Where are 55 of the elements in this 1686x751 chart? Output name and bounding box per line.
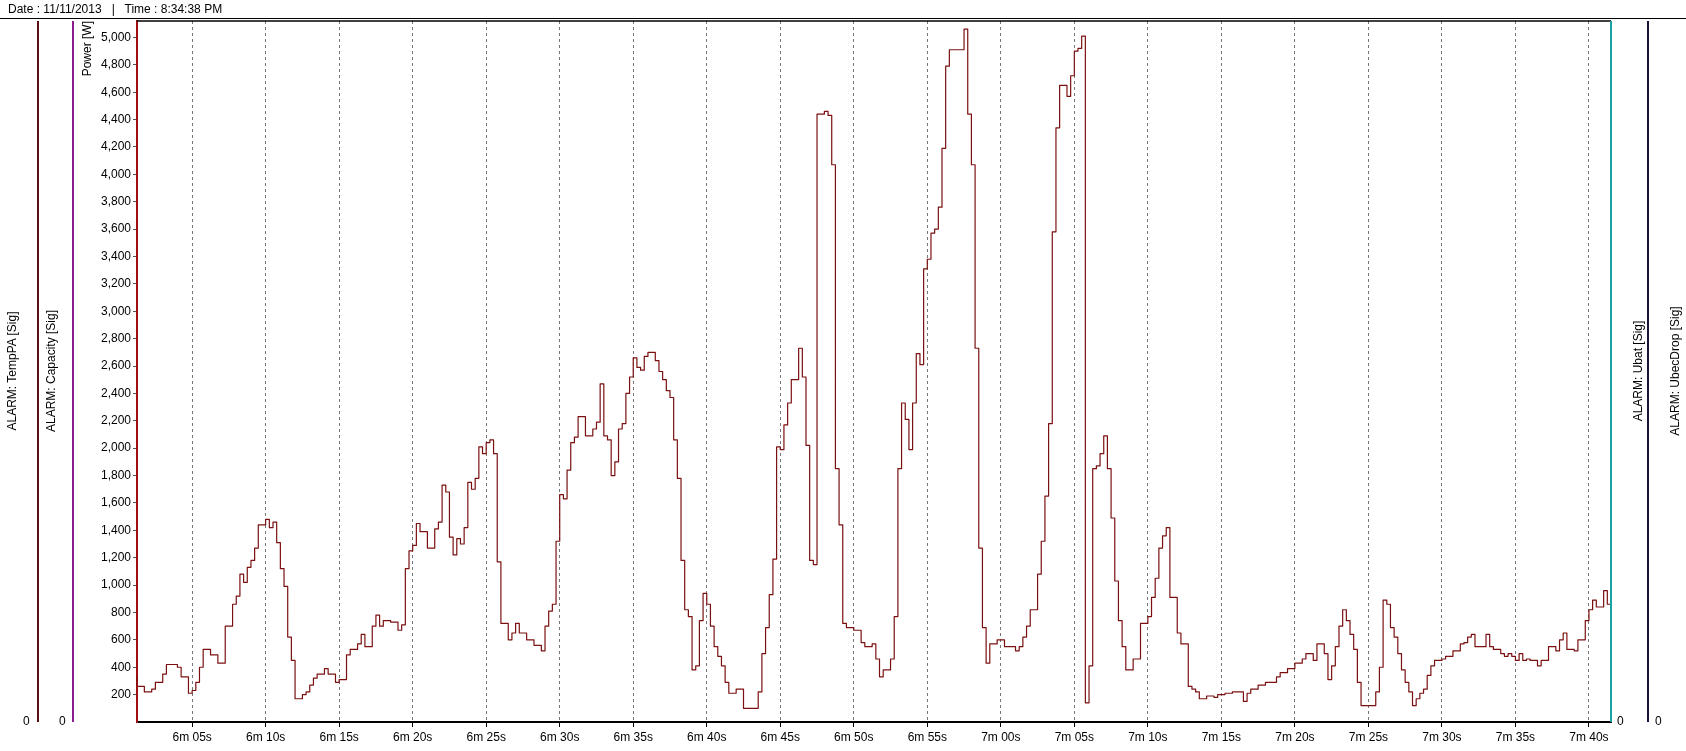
text: ALARM: Ubat [Sig] (1631, 320, 1645, 422)
x-tick-label: 6m 35s (613, 729, 653, 744)
y-tick-label: 1,800 (100, 467, 132, 482)
x-tick-label: 7m 35s (1495, 729, 1536, 744)
y-tick-label: 3,600 (100, 221, 132, 236)
x-tick-label: 6m 30s (540, 729, 580, 744)
text: Date : 11/11/2013 | Time : 8:34:38 PM (8, 2, 223, 16)
y-tick-label: 2,200 (100, 413, 132, 428)
x-tick-label: 7m 00s (981, 729, 1021, 744)
y-tick-label: 3,000 (100, 303, 132, 318)
y-tick-label: 3,800 (100, 194, 132, 209)
text: ALARM: TempPA [Sig] (5, 311, 19, 431)
x-tick-label: 6m 50s (834, 729, 874, 744)
x-tick-label: 7m 05s (1054, 729, 1095, 744)
y-tick-label: 400 (110, 659, 132, 674)
y-tick-label: 2,600 (100, 358, 132, 373)
x-tick-label: 6m 15s (319, 729, 359, 744)
x-tick-label: 7m 20s (1275, 729, 1315, 744)
text: 0 (1655, 714, 1662, 728)
text: 0 (59, 714, 66, 728)
x-tick-label: 6m 10s (245, 729, 286, 744)
x-tick-label: 6m 05s (172, 729, 212, 744)
text: ALARM: UbecDrop [Sig] (1668, 306, 1682, 436)
y-tick-label: 3,200 (100, 276, 132, 291)
text: 0 (1617, 714, 1624, 728)
x-tick-label: 6m 20s (393, 729, 433, 744)
x-tick-label: 7m 25s (1348, 729, 1389, 744)
text: ALARM: Capacity [Sig] (44, 309, 58, 433)
y-tick-label: 1,200 (100, 550, 132, 565)
x-tick-label: 6m 25s (466, 729, 506, 744)
x-tick-label: 7m 10s (1128, 729, 1168, 744)
x-tick-label: 6m 55s (907, 729, 947, 744)
x-tick-label: 7m 30s (1422, 729, 1462, 744)
y-tick-label: 600 (110, 632, 132, 647)
y-tick-label: 4,800 (100, 57, 132, 72)
y-tick-label: 5,000 (100, 29, 132, 44)
x-tick-label: 6m 40s (687, 729, 727, 744)
y-tick-label: 1,400 (100, 522, 132, 537)
x-tick-label: 7m 40s (1569, 729, 1609, 744)
y-tick-label: 2,000 (100, 440, 132, 455)
y-tick-label: 4,400 (100, 111, 132, 126)
y-tick-label: 4,200 (100, 139, 132, 154)
y-tick-label: 800 (110, 604, 132, 619)
y-tick-label: 4,000 (100, 166, 132, 181)
y-axis-title: Power [W] (79, 21, 94, 77)
y-tick-label: 200 (110, 686, 132, 701)
x-tick-label: 7m 15s (1201, 729, 1242, 744)
y-tick-label: 4,600 (100, 84, 132, 99)
y-tick-label: 2,800 (100, 330, 132, 345)
y-tick-label: 2,400 (100, 385, 132, 400)
x-tick-label: 6m 45s (760, 729, 800, 744)
y-tick-label: 1,000 (100, 577, 132, 592)
y-tick-label: 1,600 (100, 495, 132, 510)
text: 0 (23, 714, 30, 728)
y-tick-label: 3,400 (100, 248, 132, 263)
